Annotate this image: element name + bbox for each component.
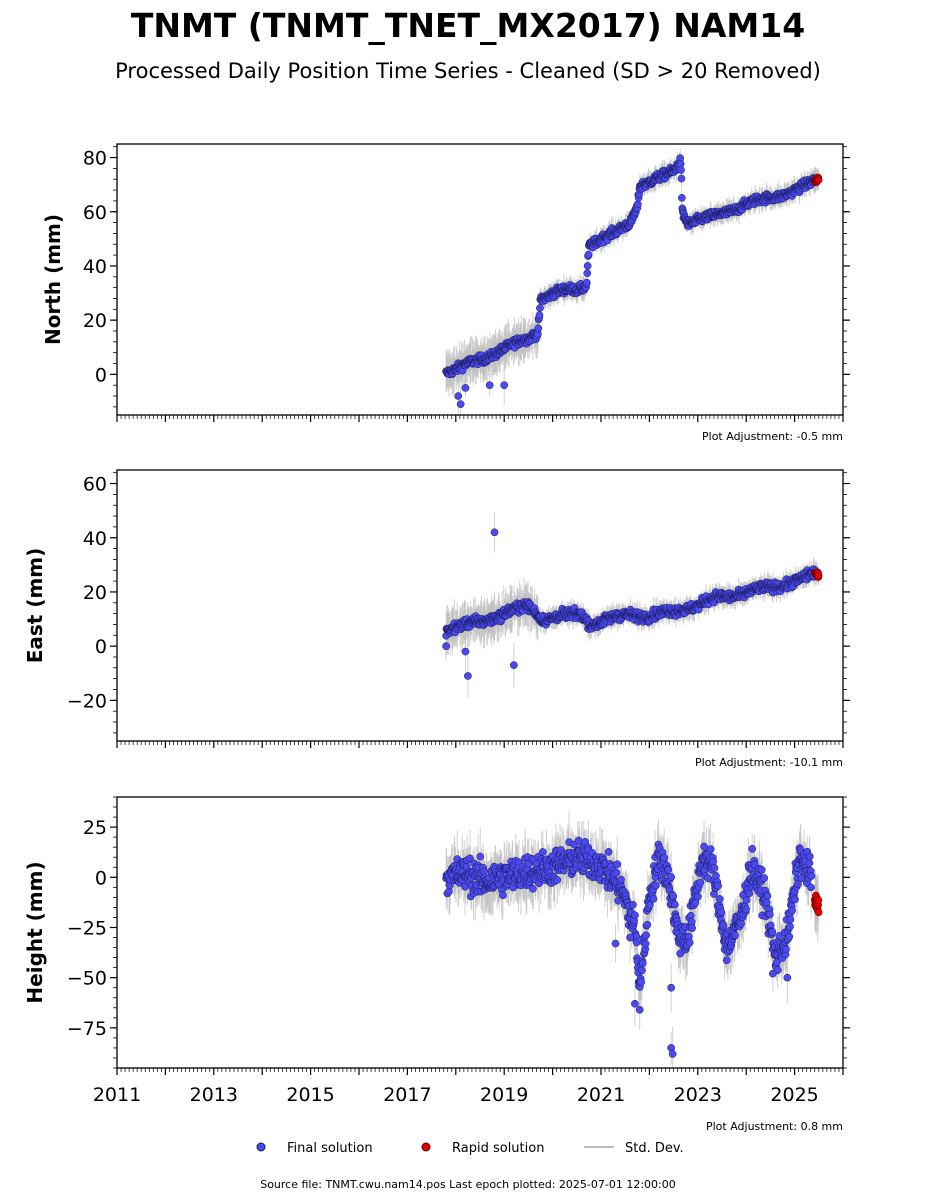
rapid-point xyxy=(814,176,823,184)
final-point xyxy=(456,400,465,409)
plot-area xyxy=(442,512,823,698)
y-tick-label: 20 xyxy=(83,582,107,604)
final-point xyxy=(535,311,544,320)
north-panel: 0 20 40 60 80 North (mm) Plot Adjustment: -0.5… xyxy=(41,143,850,443)
final-point xyxy=(583,262,592,270)
final-point xyxy=(677,174,686,183)
y-tick-label: 0 xyxy=(95,364,107,386)
final-point xyxy=(583,269,592,278)
final-point xyxy=(442,642,450,651)
final-point xyxy=(461,384,470,392)
y-tick-label: 60 xyxy=(83,474,107,496)
final-point xyxy=(678,194,686,202)
y-tick-label: 40 xyxy=(83,256,107,278)
final-point xyxy=(490,528,499,537)
y-tick-label: 0 xyxy=(95,636,107,658)
y-tick-label: 80 xyxy=(83,148,107,170)
plot-frame xyxy=(116,143,844,416)
final-point xyxy=(582,278,591,287)
final-point xyxy=(510,661,518,669)
final-point xyxy=(461,647,470,656)
final-point xyxy=(500,381,509,390)
y-tick-label: 60 xyxy=(83,202,107,224)
y-tick-label: 40 xyxy=(83,528,107,550)
figure-title: TNMT (TNMT_TNET_MX2017) NAM14 xyxy=(131,6,805,45)
plot-area xyxy=(442,148,823,415)
final-point xyxy=(485,381,494,390)
final-point xyxy=(464,672,472,680)
plot-adjustment-label: Plot Adjustment: -10.1 mm xyxy=(695,756,843,769)
y-axis-label: North (mm) xyxy=(41,214,65,345)
final-point xyxy=(584,250,593,259)
final-point xyxy=(633,200,642,209)
figure-subtitle: Processed Daily Position Time Series - C… xyxy=(115,59,821,83)
y-tick-label: −20 xyxy=(67,690,107,712)
y-axis-label: East (mm) xyxy=(23,548,47,664)
plot-area xyxy=(442,811,823,1068)
east-panel: −20 0 20 40 60 East (mm) Plot Adjustment: -10.… xyxy=(23,469,850,769)
final-point xyxy=(677,166,685,174)
y-tick-label: 20 xyxy=(83,310,107,332)
plot-adjustment-label: Plot Adjustment: -0.5 mm xyxy=(702,430,843,443)
rapid-point xyxy=(814,571,823,580)
final-point xyxy=(536,304,544,312)
final-point xyxy=(534,324,543,333)
final-point xyxy=(454,392,463,400)
